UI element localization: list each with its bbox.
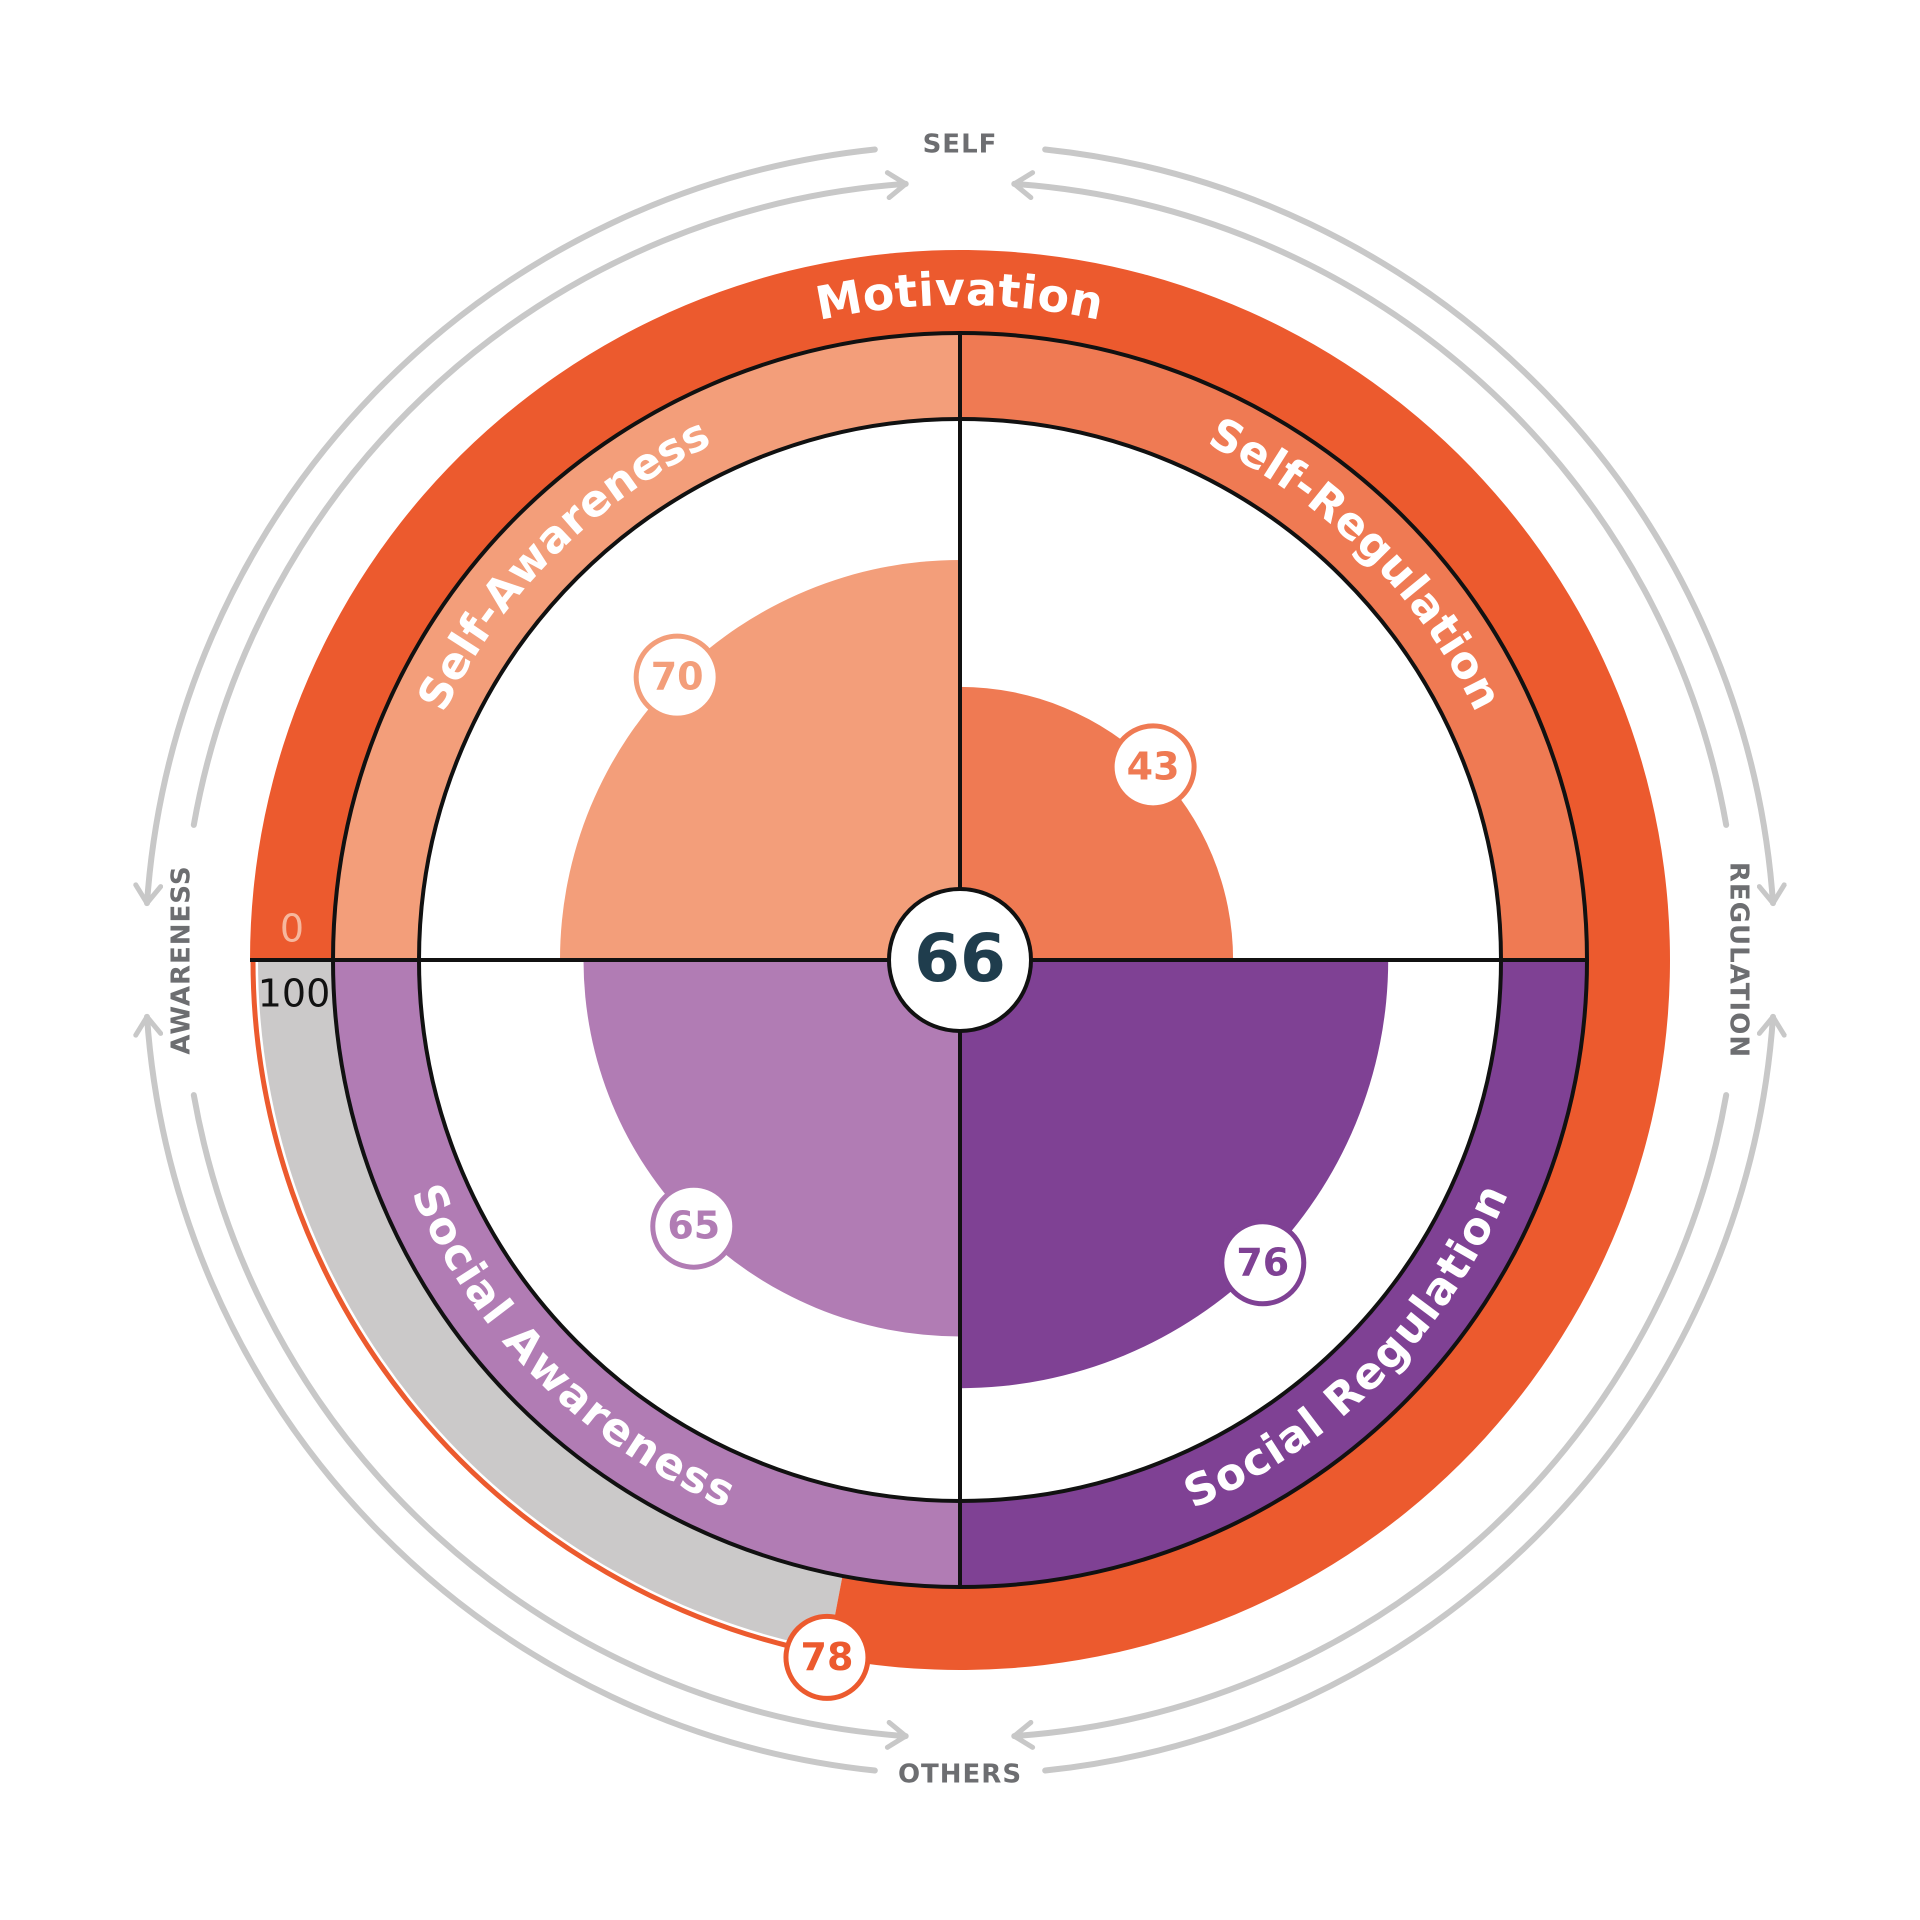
direction-label: OTHERS <box>898 1760 1022 1790</box>
scale-label: 100 <box>258 972 331 1016</box>
direction-arrow <box>190 170 909 828</box>
direction-arrow <box>133 1013 878 1774</box>
value-label: 70 <box>651 655 704 699</box>
sector <box>960 960 1389 1389</box>
sector <box>583 960 960 1337</box>
direction-label: SELF <box>923 130 998 160</box>
ring-track-outline <box>250 959 828 1657</box>
center-value: 66 <box>914 920 1006 997</box>
value-bubble <box>783 1613 871 1701</box>
ring-track <box>258 960 843 1650</box>
direction-arrow <box>190 1092 909 1750</box>
direction-arrow <box>1011 170 1730 828</box>
center-circle <box>887 887 1033 1033</box>
value-label: 76 <box>1236 1240 1289 1284</box>
category-band <box>333 960 960 1587</box>
value-bubble <box>650 1182 738 1270</box>
direction-arrow <box>1042 146 1787 907</box>
value-bubble <box>1219 1219 1307 1307</box>
direction-label: REGULATION <box>1724 862 1754 1058</box>
value-label: 65 <box>667 1204 720 1248</box>
direction-arrow <box>1011 1092 1730 1750</box>
value-label: 78 <box>801 1635 854 1679</box>
value-label: 43 <box>1127 744 1180 788</box>
direction-arrow <box>133 146 878 907</box>
category-band <box>960 960 1587 1587</box>
value-bubble <box>1109 723 1197 811</box>
category-band <box>960 333 1587 960</box>
sector <box>960 686 1234 960</box>
sector <box>560 560 960 960</box>
direction-label: AWARENESS <box>167 865 197 1054</box>
category-band <box>333 333 960 960</box>
scale-label: 0 <box>280 907 304 951</box>
direction-arrow <box>1042 1013 1787 1774</box>
value-bubble <box>633 633 721 721</box>
